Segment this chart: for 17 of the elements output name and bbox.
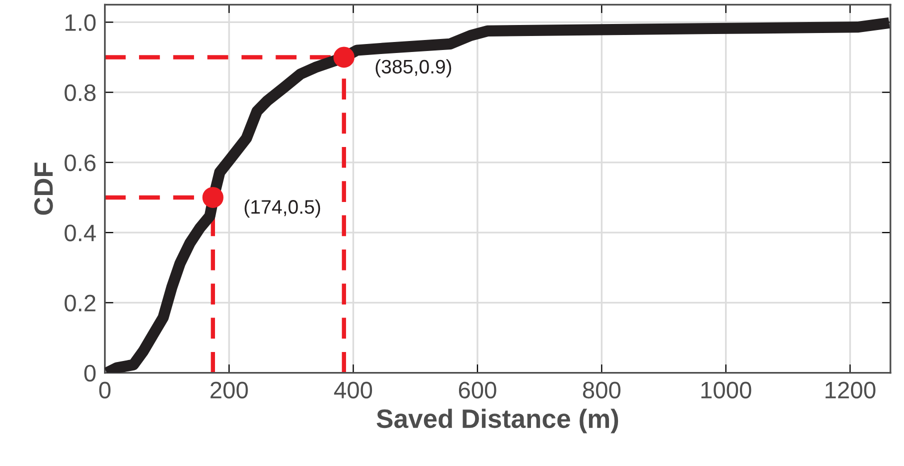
x-tick-label: 800 [583, 382, 620, 398]
x-tick-label: 0 [99, 382, 111, 398]
y-tick-label: 0 [84, 364, 96, 382]
y-tick-label: 1.0 [66, 14, 96, 31]
y-tick-label: 0.4 [64, 224, 96, 242]
y-tick-label: 0.2 [64, 294, 96, 312]
y-axis-title: CDF [34, 162, 53, 215]
y-tick-label: 0.8 [64, 84, 96, 102]
x-tick-label: 1200 [826, 382, 876, 398]
y-tick-label: 0.6 [64, 154, 96, 172]
x-tick-label: 400 [334, 382, 372, 398]
x-tick-label: 600 [458, 382, 496, 398]
x-tick-label: 200 [210, 382, 248, 398]
annotation: (385,0.9) [376, 59, 452, 78]
x-tick-label: 1000 [701, 382, 752, 398]
annotation: (174,0.5) [244, 200, 320, 218]
x-axis-title: Saved Distance (m) [376, 408, 618, 434]
